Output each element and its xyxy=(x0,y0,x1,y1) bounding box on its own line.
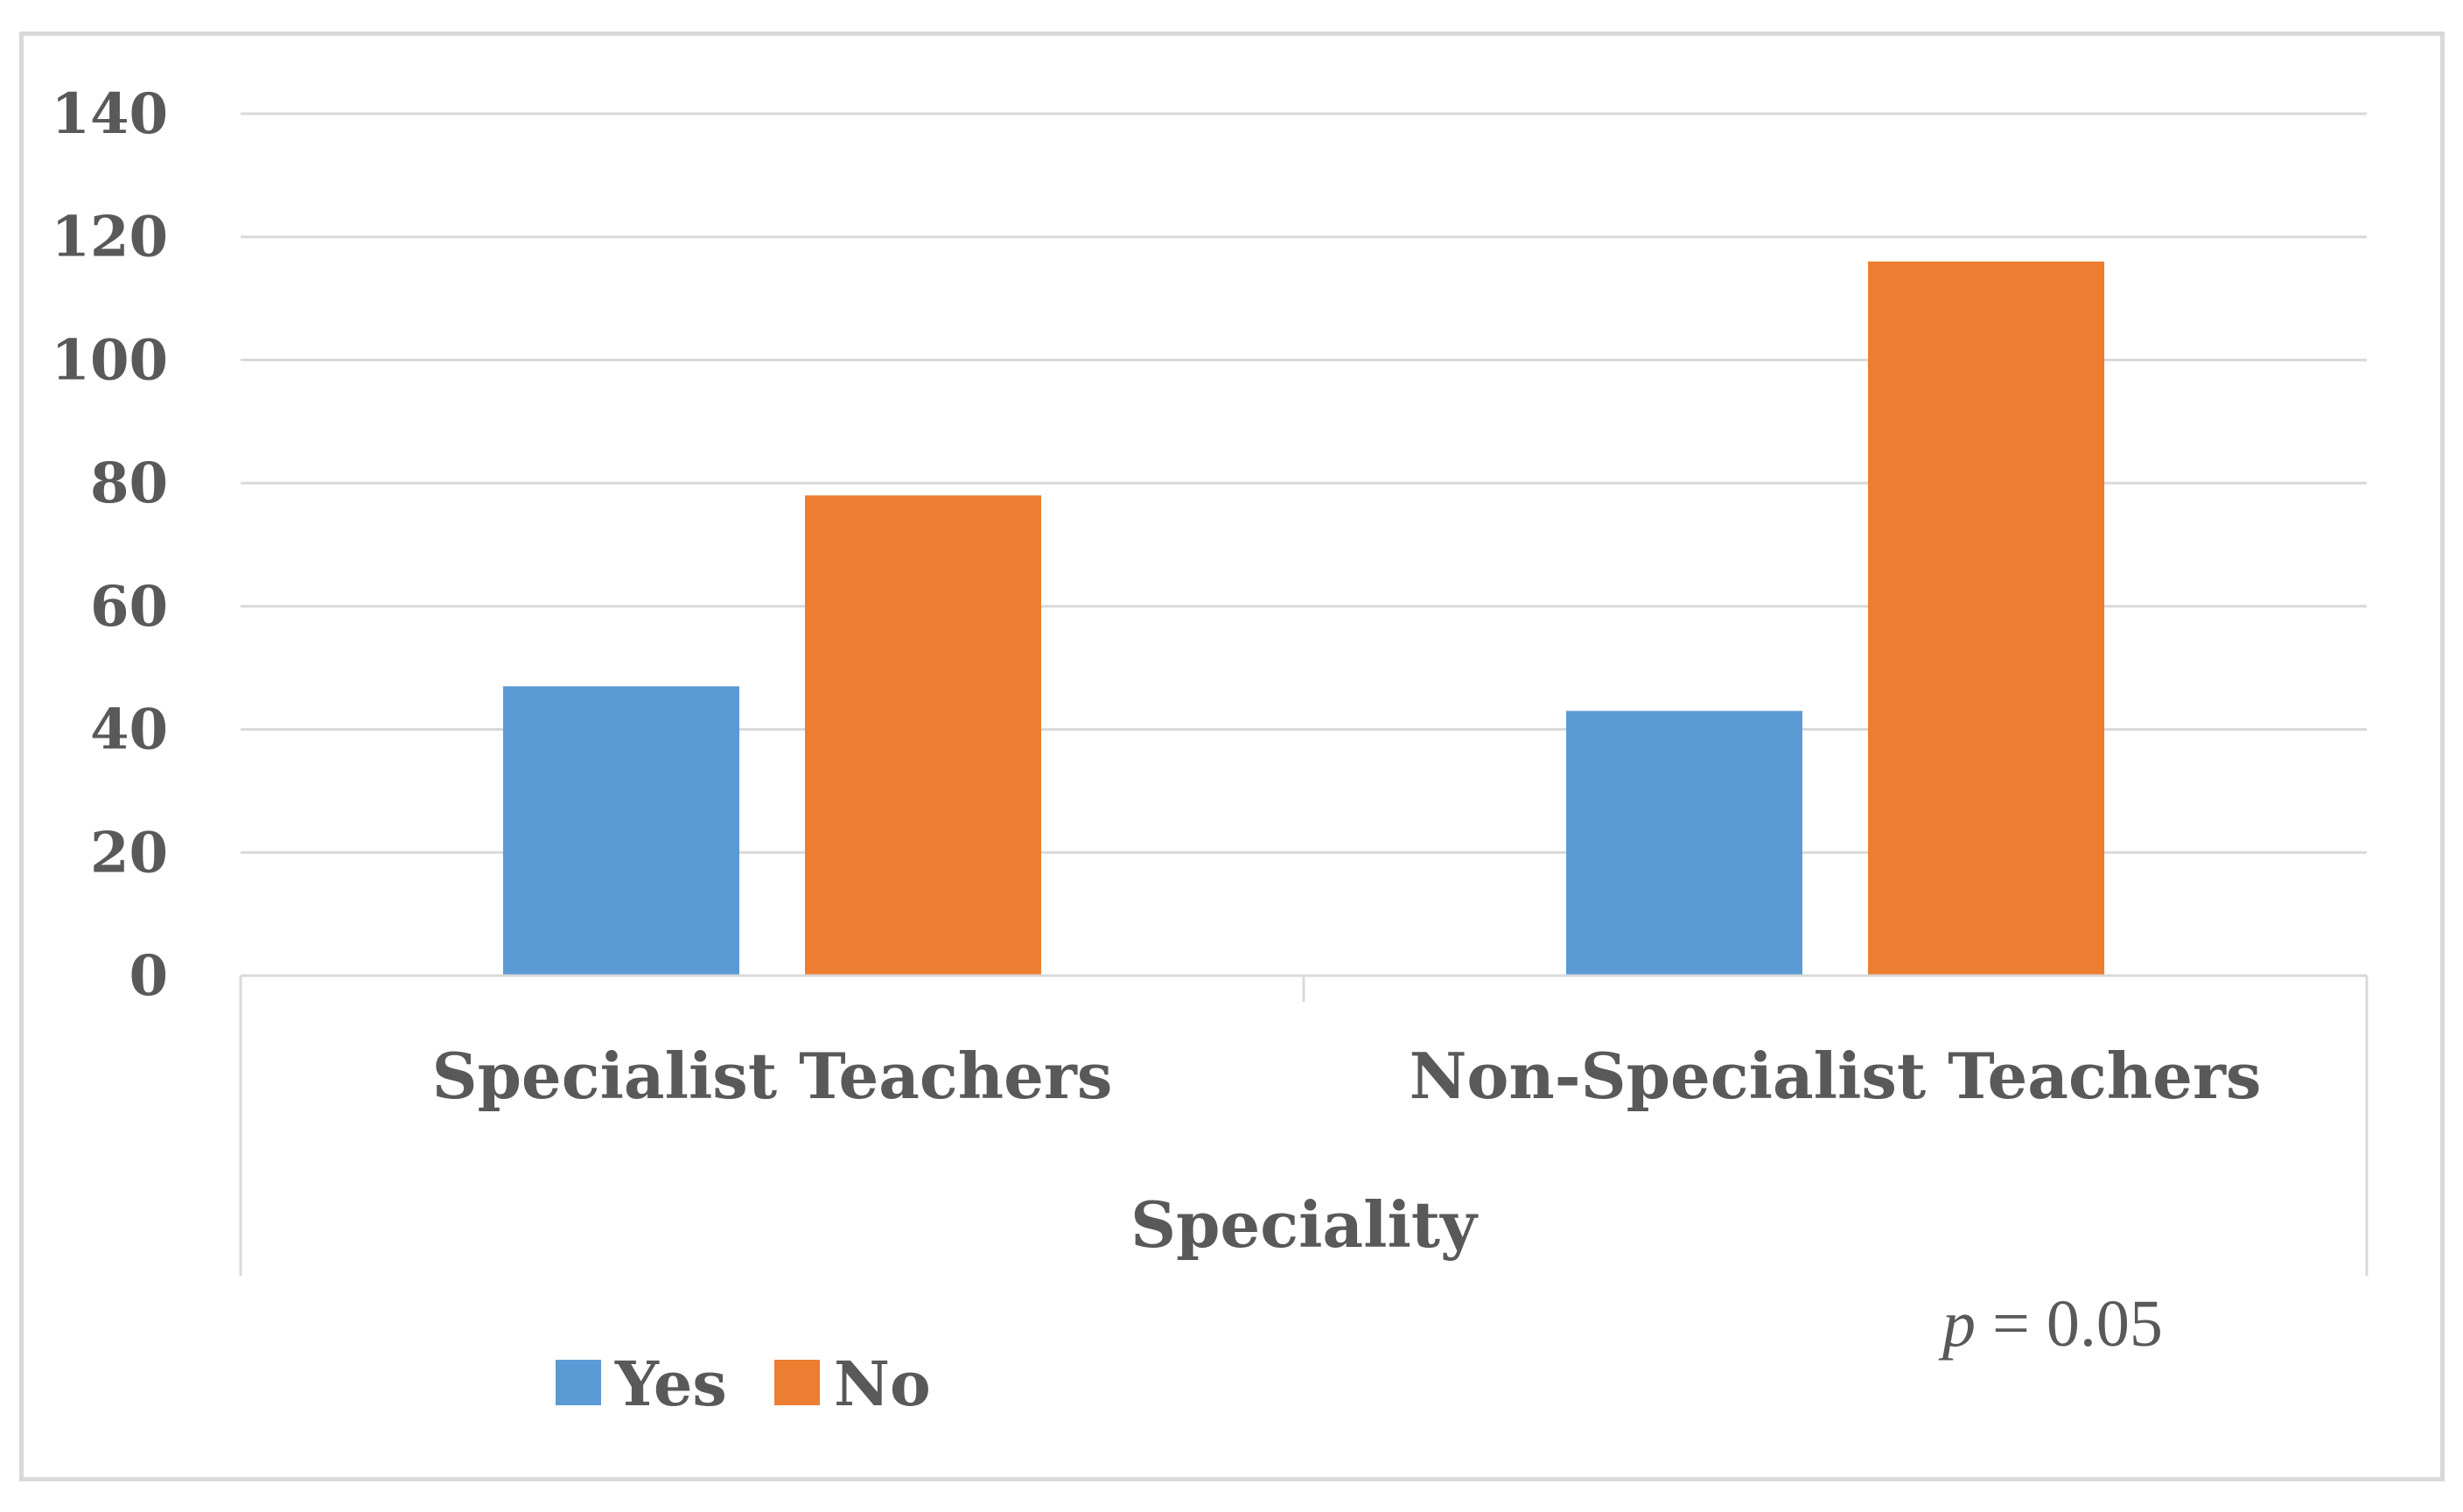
x-axis-title: Speciality xyxy=(1130,1187,1479,1262)
bar-no-2 xyxy=(1868,261,2104,976)
y-tick-label: 40 xyxy=(90,697,168,763)
y-tick-label: 140 xyxy=(51,81,168,147)
legend-label-yes: Yes xyxy=(614,1348,727,1420)
bars xyxy=(503,261,2104,976)
bar-no-1 xyxy=(805,495,1041,976)
category-axis-area xyxy=(239,974,2369,1276)
category-label: Non-Specialist Teachers xyxy=(1410,1039,2262,1113)
legend: Yes No xyxy=(556,1348,931,1420)
p-value-annotation: p = 0.05 xyxy=(1938,1287,2163,1361)
category-label: Specialist Teachers xyxy=(432,1039,1113,1113)
y-tick-label: 100 xyxy=(51,327,168,393)
legend-swatch-no xyxy=(774,1360,820,1405)
legend-label-no: No xyxy=(834,1348,931,1420)
category-labels: Specialist Teachers Non-Specialist Teache… xyxy=(432,1039,2262,1113)
y-tick-label: 60 xyxy=(90,574,168,640)
p-value-text: = 0.05 xyxy=(1976,1287,2163,1361)
y-tick-label: 0 xyxy=(129,943,168,1009)
y-axis-tick-labels: 0 20 40 60 80 100 120 140 xyxy=(51,81,168,1009)
y-tick-label: 120 xyxy=(51,205,168,270)
bar-yes-2 xyxy=(1566,710,1802,976)
p-value-symbol: p xyxy=(1938,1287,1976,1361)
bar-yes-1 xyxy=(503,686,739,976)
legend-swatch-yes xyxy=(556,1360,601,1405)
y-tick-label: 20 xyxy=(90,820,168,886)
y-tick-label: 80 xyxy=(90,451,168,516)
